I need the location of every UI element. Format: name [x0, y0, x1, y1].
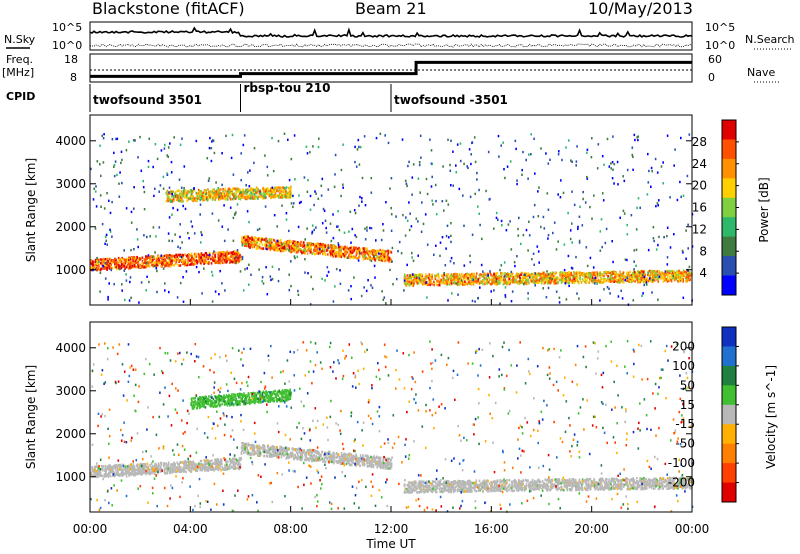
freq-panel: Freq. [MHz] 18 8 60 0 Nave — [2, 53, 780, 84]
power-cbar-label: Power [dB] — [757, 177, 771, 242]
colorbar-bin — [722, 482, 736, 503]
cpid-label: CPID — [6, 90, 35, 103]
time-tick-label: 00:00 — [675, 522, 710, 536]
colorbar-tick-label: -100 — [668, 456, 695, 470]
time-tick-label: 04:00 — [173, 522, 208, 536]
date-title: 10/May/2013 — [588, 0, 693, 18]
range-tick-label: 1000 — [55, 263, 86, 277]
time-axis: 00:00 04:00 08:00 12:00 16:00 20:00 00:00 — [73, 299, 710, 536]
nsky-label: N.Sky — [4, 33, 36, 46]
colorbar-bin — [722, 158, 736, 179]
nsearch-tick-bottom: 10^0 — [705, 39, 735, 52]
range-tick-label: 4000 — [55, 341, 86, 355]
colorbar-bin — [722, 463, 736, 484]
cpid-segment-label: rbsp-tou 210 — [244, 81, 331, 95]
power-panel: 1000 2000 3000 4000 Slant Range [km] 4 8 12 16… — [24, 114, 771, 306]
colorbar-tick-label: -200 — [668, 476, 695, 490]
colorbar-bin — [722, 346, 736, 367]
colorbar-bin — [722, 327, 736, 347]
time-tick-label: 00:00 — [73, 522, 108, 536]
colorbar-tick-label: 100 — [672, 359, 695, 373]
colorbar-bin — [722, 404, 736, 425]
beam-title: Beam 21 — [355, 0, 427, 18]
nsearch-label: N.Search — [745, 33, 795, 46]
colorbar-bin — [722, 217, 736, 238]
nave-tick-top: 60 — [708, 53, 722, 66]
colorbar-tick-label: 4 — [699, 266, 707, 280]
time-axis-label: Time UT — [365, 537, 416, 551]
freq-series — [90, 60, 692, 78]
colorbar-tick-label: -50 — [675, 437, 695, 451]
nsky-series — [89, 26, 693, 38]
colorbar-bin — [722, 385, 736, 406]
power-scatter — [90, 132, 694, 306]
colorbar-tick-label: 15 — [680, 398, 695, 412]
freq-tick-top: 18 — [64, 53, 78, 66]
velocity-cbar-label: Velocity [m s^-1] — [764, 365, 778, 469]
colorbar-bin — [722, 120, 736, 140]
cpid-segment-label: twofsound -3501 — [394, 93, 508, 107]
colorbar-tick-label: 20 — [692, 179, 707, 193]
range-tick-label: 3000 — [55, 384, 86, 398]
colorbar-tick-label: 200 — [672, 339, 695, 353]
nave-label: Nave — [747, 66, 775, 79]
colorbar-bin — [722, 424, 736, 445]
nsky-panel: N.Sky 10^5 10^0 10^5 10^0 N.Search — [4, 21, 795, 52]
colorbar-tick-label: 8 — [699, 244, 707, 258]
colorbar-bin — [722, 256, 736, 277]
nsky-tick-bottom: 10^0 — [52, 39, 82, 52]
range-tick-label: 2000 — [55, 427, 86, 441]
nsearch-tick-top: 10^5 — [705, 21, 735, 34]
nave-tick-bottom: 0 — [708, 71, 715, 84]
time-tick-label: 08:00 — [273, 522, 308, 536]
colorbar-bin — [722, 236, 736, 257]
velocity-scatter — [90, 340, 694, 513]
range-tick-label: 4000 — [55, 134, 86, 148]
colorbar-bin — [722, 365, 736, 386]
colorbar-bin — [722, 443, 736, 464]
station-title: Blackstone (fitACF) — [92, 0, 245, 18]
time-tick-label: 16:00 — [474, 522, 509, 536]
time-tick-label: 12:00 — [374, 522, 409, 536]
range-tick-label: 3000 — [55, 177, 86, 191]
cpid-panel: CPID twofsound 3501 rbsp-tou 210 twofsound… — [6, 81, 508, 112]
cpid-segment-label: twofsound 3501 — [93, 93, 202, 107]
range-tick-label: 2000 — [55, 220, 86, 234]
colorbar-tick-label: 12 — [692, 222, 707, 236]
freq-unit: [MHz] — [2, 66, 34, 79]
time-tick-label: 20:00 — [574, 522, 609, 536]
nsky-tick-top: 10^5 — [52, 21, 82, 34]
colorbar-bin — [722, 178, 736, 199]
freq-label: Freq. — [6, 53, 33, 66]
colorbar-bin — [722, 197, 736, 218]
colorbar-tick-label: -15 — [675, 417, 695, 431]
nsearch-series — [89, 43, 693, 48]
range-tick-label: 1000 — [55, 470, 86, 484]
velocity-ylabel: Slant Range [km] — [24, 365, 38, 469]
velocity-panel: 1000 2000 3000 4000 Slant Range [km] 200 100… — [24, 321, 778, 513]
power-ylabel: Slant Range [km] — [24, 158, 38, 262]
colorbar-tick-label: 24 — [692, 157, 707, 171]
freq-tick-bottom: 8 — [70, 71, 77, 84]
colorbar-tick-label: 16 — [692, 201, 707, 215]
colorbar-tick-label: 50 — [680, 378, 695, 392]
colorbar-bin — [722, 275, 736, 296]
colorbar-tick-label: 28 — [692, 135, 707, 149]
colorbar-bin — [722, 139, 736, 160]
